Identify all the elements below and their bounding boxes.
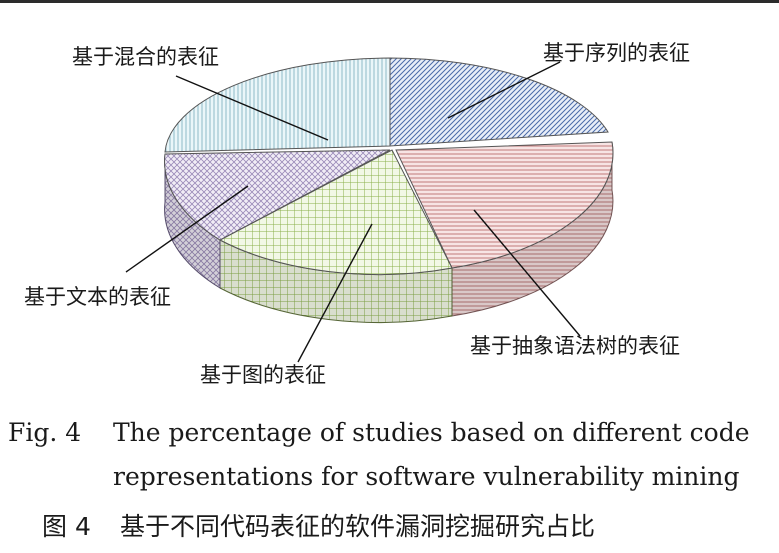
slice-top-ast	[395, 141, 614, 269]
leader-ast	[473, 209, 581, 337]
top-border	[0, 0, 779, 3]
leader-sequence	[447, 61, 561, 119]
caption-en-text1: The percentage of studies based on diffe…	[113, 418, 750, 447]
caption-en-line1: Fig. 4 The percentage of studies based on…	[8, 418, 750, 447]
slice-top-hybrid	[164, 57, 391, 153]
leader-hybrid	[175, 75, 329, 141]
slice-label-sequence: 基于序列的表征	[543, 41, 690, 65]
slice-top-sequence	[389, 57, 609, 147]
slice-label-graph: 基于图的表征	[200, 363, 326, 387]
slice-label-ast: 基于抽象语法树的表征	[470, 334, 680, 358]
pie-chart	[125, 57, 614, 363]
caption-en-line2: representations for software vulnerabili…	[113, 462, 740, 491]
slice-label-hybrid: 基于混合的表征	[72, 45, 219, 69]
slice-top-graph	[218, 149, 453, 276]
leader-graph	[297, 223, 373, 363]
caption-zh-fig: 图 4	[42, 512, 91, 541]
caption-zh-text: 基于不同代码表征的软件漏洞挖掘研究占比	[120, 512, 596, 541]
leader-text	[125, 185, 249, 273]
caption-en-fig: Fig. 4	[8, 418, 82, 447]
slice-label-text: 基于文本的表征	[24, 285, 171, 309]
slice-top-text	[164, 149, 391, 241]
caption-zh: 图 4 基于不同代码表征的软件漏洞挖掘研究占比	[42, 507, 595, 543]
